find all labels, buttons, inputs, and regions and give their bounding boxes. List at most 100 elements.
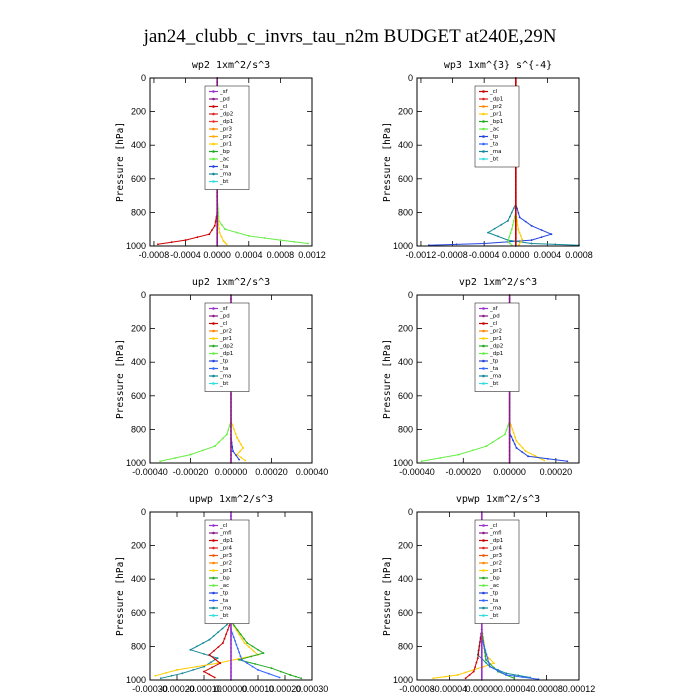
series-point xyxy=(208,653,211,656)
series-point xyxy=(514,81,517,83)
legend-label: _pr1 xyxy=(219,568,232,574)
legend-box xyxy=(204,519,250,624)
series-line-tp xyxy=(230,629,280,678)
legend-marker xyxy=(212,569,215,572)
series-point xyxy=(540,229,543,231)
series-point xyxy=(224,241,227,244)
legend-marker xyxy=(482,120,485,123)
x-tick-label: 0.0008 xyxy=(565,250,593,260)
y-axis-label: Pressure [hPa] xyxy=(115,122,126,202)
y-axis-label: Pressure [hPa] xyxy=(115,556,126,636)
legend-marker xyxy=(482,591,485,595)
legend-label: _bt xyxy=(489,381,499,387)
legend-label: _dp1 xyxy=(489,538,503,544)
series-point xyxy=(230,635,232,637)
series-point xyxy=(507,240,509,242)
series-point xyxy=(420,460,423,463)
legend-label: _tp xyxy=(219,359,229,365)
x-tick-label: -0.00040 xyxy=(399,467,435,477)
series-point xyxy=(192,669,195,671)
series-point xyxy=(196,665,199,668)
series-point xyxy=(267,672,270,675)
series-point xyxy=(236,231,238,234)
x-tick-label: 0.00020 xyxy=(255,467,288,477)
legend-marker xyxy=(212,591,215,595)
series-point xyxy=(307,242,309,245)
series-point xyxy=(510,435,513,438)
y-tick-label: 600 xyxy=(398,174,413,184)
series-point xyxy=(216,213,219,215)
series-point xyxy=(243,637,245,640)
series-point xyxy=(216,233,219,235)
y-tick-label: 800 xyxy=(131,207,146,217)
legend-marker xyxy=(212,344,215,348)
legend-label: _pr2 xyxy=(489,561,502,567)
series-point xyxy=(515,447,518,449)
series-point xyxy=(487,661,490,664)
legend-marker xyxy=(212,576,215,580)
x-tick-label: -0.00020 xyxy=(159,684,195,694)
legend-label: _pr2 xyxy=(489,104,502,110)
legend-label: _bp xyxy=(219,576,230,582)
series-point xyxy=(226,433,228,436)
y-tick-label: 600 xyxy=(398,608,413,618)
series-point xyxy=(530,224,533,227)
legend-marker xyxy=(212,524,215,527)
legend-marker xyxy=(212,374,215,378)
series-point xyxy=(508,450,511,452)
series-point xyxy=(278,676,281,679)
legend-marker xyxy=(482,90,485,93)
series-point xyxy=(480,675,483,677)
series-point xyxy=(514,221,517,223)
legend-label: _dp1 xyxy=(219,119,233,125)
legend-label: _pr3 xyxy=(489,553,503,559)
legend-marker xyxy=(482,314,485,318)
legend-marker xyxy=(482,554,485,557)
series-point xyxy=(510,424,512,426)
legend-label: _tp xyxy=(489,359,499,365)
series-point xyxy=(184,239,187,242)
series-point xyxy=(252,650,255,652)
legend-marker xyxy=(212,352,215,355)
legend-marker xyxy=(212,90,215,93)
series-point xyxy=(251,665,254,668)
legend-marker xyxy=(212,172,215,176)
series-point xyxy=(464,677,467,680)
legend-marker xyxy=(212,165,215,168)
series-point xyxy=(293,240,296,243)
series-point xyxy=(505,674,507,676)
series-point xyxy=(524,450,527,453)
series-line-bp xyxy=(230,620,302,679)
series-point xyxy=(507,219,509,222)
series-point xyxy=(514,233,517,235)
series-point xyxy=(230,410,232,412)
series-point xyxy=(514,213,517,215)
series-point xyxy=(216,217,219,219)
series-point xyxy=(244,459,247,462)
x-tick-label: 0.00008 xyxy=(530,684,563,694)
series-point xyxy=(514,189,517,191)
legend-label: _mfl xyxy=(219,531,232,537)
plot-frame xyxy=(149,294,313,464)
series-point xyxy=(235,643,238,646)
series-point xyxy=(300,677,303,680)
series-point xyxy=(226,629,229,631)
legend-label: _ma xyxy=(219,606,231,612)
series-point xyxy=(220,235,223,238)
y-tick-label: 200 xyxy=(398,107,413,117)
series-point xyxy=(216,221,219,223)
series-point xyxy=(497,669,499,672)
legend-label: _mfl xyxy=(489,531,502,537)
legend-marker xyxy=(482,614,485,617)
series-point xyxy=(510,228,513,231)
series-point xyxy=(517,674,520,677)
series-point xyxy=(216,81,219,83)
legend-marker xyxy=(212,135,215,138)
series-point xyxy=(240,658,243,661)
chart-panel-upwp: upwp 1xm^2/s^3 Pressure [hPa] 0 200 400 600 80… xyxy=(115,494,328,694)
series-point xyxy=(521,447,524,449)
legend-marker xyxy=(482,606,485,610)
y-tick-label: 400 xyxy=(131,140,146,150)
y-tick-label: 400 xyxy=(131,357,146,367)
legend-label: _ac xyxy=(219,157,229,163)
